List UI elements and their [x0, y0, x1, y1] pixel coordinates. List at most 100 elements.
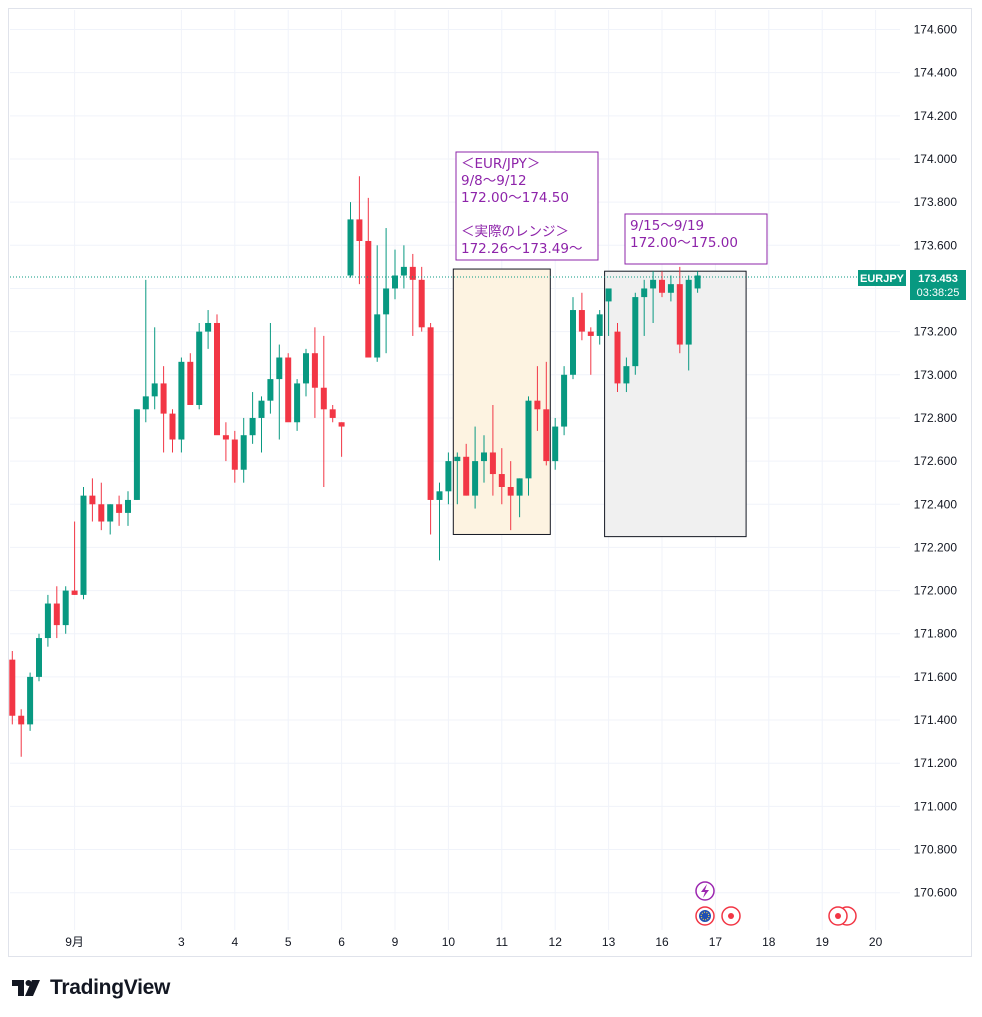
annotation-line: ＜EUR/JPY＞ [461, 156, 540, 172]
candle [320, 335, 327, 487]
candle-body [222, 435, 229, 440]
candle [53, 586, 60, 639]
x-tick-label: 11 [496, 935, 509, 949]
y-tick-label: 171.000 [914, 799, 958, 813]
candle-body [62, 590, 69, 626]
last-price-tag-bg [910, 270, 966, 300]
candle [516, 478, 523, 518]
candle [587, 327, 594, 375]
candle-body [507, 486, 514, 496]
x-tick-label: 4 [231, 935, 238, 949]
x-tick-label: 3 [178, 935, 185, 949]
x-tick-label: 18 [762, 935, 776, 949]
candle-body [44, 603, 51, 639]
annotation-line: ＜実際のレンジ＞ [461, 224, 569, 240]
x-tick-label: 5 [285, 935, 292, 949]
x-tick-label: 17 [709, 935, 723, 949]
candle [44, 594, 51, 647]
candle [356, 176, 363, 285]
candle-body [409, 266, 416, 280]
candle [578, 292, 585, 341]
y-tick-label: 174.200 [914, 109, 958, 123]
y-tick-label: 171.800 [914, 627, 958, 641]
candle-body [9, 659, 16, 716]
event-markers[interactable] [695, 881, 857, 926]
candle-body [178, 361, 185, 440]
tradingview-logo-icon [12, 980, 40, 996]
candle-body [498, 474, 505, 487]
candle-body [365, 240, 372, 358]
candle [659, 271, 665, 298]
candle [632, 292, 639, 375]
x-tick-label: 13 [602, 935, 616, 949]
x-tick-label: 16 [655, 935, 669, 949]
candle [498, 448, 505, 505]
candle-body [552, 426, 559, 462]
brand-name: TradingView [50, 976, 171, 999]
brand[interactable]: TradingView [12, 975, 170, 1001]
candle [240, 417, 247, 483]
candle-body [71, 590, 78, 595]
candle [338, 422, 345, 457]
candle [641, 279, 648, 336]
candle-body [632, 297, 639, 367]
candle [98, 482, 105, 531]
candle [196, 322, 203, 410]
candle [481, 435, 487, 483]
y-tick-label: 172.800 [914, 411, 958, 425]
annotation-border [624, 213, 768, 265]
candle [151, 327, 158, 410]
candle [614, 322, 621, 393]
y-tick-label: 171.200 [914, 756, 958, 770]
candle-body [142, 396, 149, 410]
candle-body [694, 275, 701, 289]
candle-body [650, 279, 657, 289]
last-price-label: 173.453 [918, 273, 958, 285]
candle-body [516, 478, 523, 496]
candle-body [18, 715, 25, 725]
price-axis[interactable]: 174.600 174.400 174.200 174.000 173.800 173.6… [914, 23, 958, 900]
y-tick-label: 173.000 [914, 368, 958, 382]
candle [463, 443, 470, 496]
candle [392, 249, 398, 300]
candle [472, 426, 479, 509]
candle [427, 322, 434, 535]
y-tick-label: 171.600 [914, 670, 958, 684]
y-tick-label: 174.600 [914, 23, 958, 37]
candle-body [214, 322, 220, 436]
candle-body [53, 603, 60, 626]
y-tick-label: 174.400 [914, 66, 958, 80]
lightning-glyph [701, 884, 709, 898]
candle [347, 202, 354, 278]
candle-body [80, 495, 87, 595]
candle-body [587, 331, 594, 336]
candle-body [169, 413, 176, 440]
candle-body [36, 638, 42, 677]
time-axis[interactable]: 9月 3 4 5 6 9 10 11 12 13 16 17 18 19 20 [65, 935, 882, 949]
candle-body [543, 409, 550, 462]
x-tick-label: 10 [442, 935, 456, 949]
candle-body [285, 357, 292, 423]
y-tick-label: 173.800 [914, 195, 958, 209]
candle [160, 366, 167, 453]
candle [445, 452, 452, 505]
range-box-2 [604, 270, 747, 538]
candle [133, 409, 140, 500]
candle [311, 327, 318, 418]
candle-body [392, 275, 398, 289]
candle-body [659, 279, 665, 293]
candle [89, 478, 96, 522]
candle-body [160, 383, 167, 414]
y-tick-label: 172.200 [914, 540, 958, 554]
candle [365, 197, 372, 358]
y-tick-label: 170.800 [914, 843, 958, 857]
candle [214, 314, 220, 436]
candle [543, 361, 550, 466]
symbol-tag-bg [858, 270, 906, 286]
candle [489, 404, 496, 496]
candle [80, 486, 87, 600]
candle-body [534, 400, 541, 410]
